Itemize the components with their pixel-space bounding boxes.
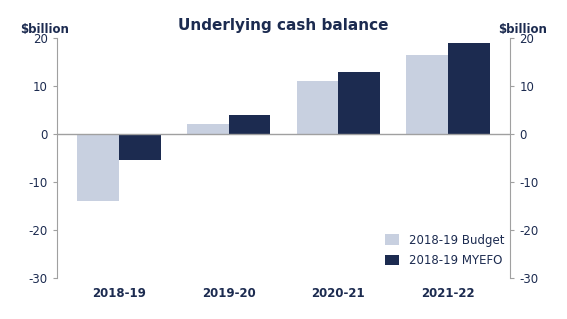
Legend: 2018-19 Budget, 2018-19 MYEFO: 2018-19 Budget, 2018-19 MYEFO [386,234,505,267]
Bar [338,72,380,134]
Title: Underlying cash balance: Underlying cash balance [178,18,389,33]
Bar [407,55,448,134]
Bar [297,81,338,134]
Text: $billion: $billion [20,23,69,36]
Bar [119,134,160,160]
Bar [448,43,490,134]
Bar [187,124,229,134]
Bar [77,134,119,201]
Text: $billion: $billion [498,23,547,36]
Bar [229,115,270,134]
